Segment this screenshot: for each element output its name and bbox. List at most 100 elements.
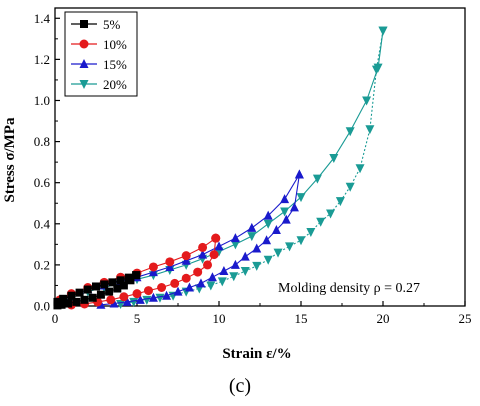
series-10pct-point <box>132 289 142 299</box>
series-10pct-point <box>181 251 191 261</box>
series-15pct-point <box>252 243 262 253</box>
series-5pct-point <box>92 282 100 291</box>
series-20pct-point <box>296 193 306 203</box>
series-15pct-point <box>240 251 250 261</box>
y-tick-label: 0.2 <box>34 257 50 272</box>
series-20pct-point <box>329 154 339 164</box>
legend-swatch-marker <box>79 39 89 49</box>
series-10pct-point <box>170 278 180 288</box>
series-15pct-point <box>207 272 217 282</box>
series-15pct-point <box>198 249 208 259</box>
series-5pct-point <box>132 271 141 280</box>
legend-swatch-marker <box>79 80 89 89</box>
series-10pct-point <box>209 250 219 260</box>
series-5pct-point <box>83 285 92 294</box>
series-10pct-point <box>193 267 203 277</box>
series-20pct-point <box>362 96 372 106</box>
series-5pct-point <box>67 291 76 300</box>
figure-caption: (c) <box>229 375 251 397</box>
series-5pct-point <box>113 284 122 293</box>
series-5pct-point <box>96 290 105 299</box>
series-10pct-point <box>181 273 191 283</box>
series-20pct-point <box>335 197 345 207</box>
y-tick-label: 0.0 <box>34 299 50 314</box>
series-5pct-point <box>116 276 125 285</box>
chart-annotation: Molding density ρ = 0.27 <box>278 281 420 296</box>
series-5pct-point <box>88 293 97 302</box>
series-15pct-point <box>247 222 257 232</box>
series-15pct-point <box>148 267 158 277</box>
series-15pct-point <box>109 298 119 308</box>
series-20pct-point <box>378 26 388 36</box>
x-tick-label: 15 <box>295 311 308 326</box>
series-20pct-point <box>306 228 316 238</box>
series-15pct-point <box>181 255 191 265</box>
series-5pct-point <box>126 276 135 285</box>
y-tick-label: 1.2 <box>34 52 50 67</box>
series-5pct-point <box>72 297 81 306</box>
series-5pct-point <box>80 295 89 304</box>
series-15pct-point <box>271 224 281 234</box>
series-20pct-point <box>247 232 257 242</box>
legend-entry-label: 10% <box>103 37 127 52</box>
series-20pct-point <box>371 65 381 75</box>
series-15pct-point <box>289 202 299 212</box>
series-10pct-point <box>148 262 158 272</box>
legend-swatch-marker <box>79 59 89 68</box>
series-20pct-point <box>296 236 306 246</box>
series-15pct-point <box>280 194 290 204</box>
series-5pct-point <box>119 281 128 290</box>
series-5pct-point <box>64 299 73 308</box>
x-tick-label: 20 <box>377 311 390 326</box>
series-5pct-point <box>75 288 84 297</box>
series-20pct-point <box>365 125 375 135</box>
legend-swatch-marker <box>80 20 88 28</box>
series-20pct-point <box>263 255 273 265</box>
series-15pct-point <box>214 241 224 251</box>
series-15pct-point <box>196 278 206 288</box>
series-20pct-point <box>285 242 295 252</box>
y-axis-label: Stress σ/MPa <box>2 117 18 202</box>
series-10pct-point <box>119 292 129 302</box>
series-10pct-point <box>106 295 116 305</box>
x-tick-label: 0 <box>52 311 59 326</box>
series-20pct-point <box>240 267 250 277</box>
series-20pct-point <box>230 240 240 250</box>
y-tick-label: 0.8 <box>34 134 50 149</box>
series-20pct-point <box>345 182 355 192</box>
series-15pct-point <box>148 292 158 302</box>
x-axis-label: Strain ε/% <box>222 346 291 362</box>
x-tick-label: 5 <box>134 311 141 326</box>
series-20pct-point <box>206 281 216 291</box>
legend-entry-label: 5% <box>103 17 121 32</box>
y-tick-label: 0.6 <box>34 175 51 190</box>
series-20pct-point <box>345 127 355 137</box>
series-10pct-point <box>203 260 213 270</box>
series-20pct-point <box>252 261 262 271</box>
series-5pct-point <box>53 301 62 310</box>
legend-entry-label: 15% <box>103 57 127 72</box>
plot-layer: 0 5 10 15 20 25 0.0 0.2 0.4 0.6 0.8 1.0 1.2 1.4 5% 10% 1… <box>34 7 472 326</box>
series-5pct-point <box>57 300 66 309</box>
series-20pct-point <box>229 272 239 282</box>
series-15pct-point <box>262 235 272 245</box>
series-5pct-point <box>59 294 68 303</box>
series-20pct-unloading-line <box>120 30 384 305</box>
legend-entry-label: 20% <box>103 77 127 92</box>
series-20pct-point <box>312 174 322 184</box>
y-tick-label: 1.4 <box>34 11 51 26</box>
series-10pct-point <box>211 233 221 243</box>
x-tick-label: 10 <box>213 311 226 326</box>
series-5pct-point <box>100 280 109 289</box>
series-10pct-point <box>157 283 167 293</box>
series-15pct-point <box>263 210 273 220</box>
y-tick-label: 1.0 <box>34 93 50 108</box>
series-20pct-point <box>273 248 283 258</box>
series-15pct-point <box>294 169 304 179</box>
series-15pct-point <box>162 290 172 300</box>
series-20pct-point <box>217 277 227 287</box>
x-tick-label: 25 <box>459 311 472 326</box>
series-15pct-point <box>165 261 175 271</box>
